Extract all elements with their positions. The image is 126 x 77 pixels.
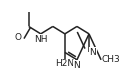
Text: N: N bbox=[89, 48, 96, 57]
Text: N: N bbox=[74, 61, 80, 70]
Text: CH3: CH3 bbox=[102, 55, 121, 64]
Text: H2N: H2N bbox=[55, 59, 74, 68]
Text: O: O bbox=[14, 33, 21, 42]
Text: NH: NH bbox=[34, 35, 48, 44]
